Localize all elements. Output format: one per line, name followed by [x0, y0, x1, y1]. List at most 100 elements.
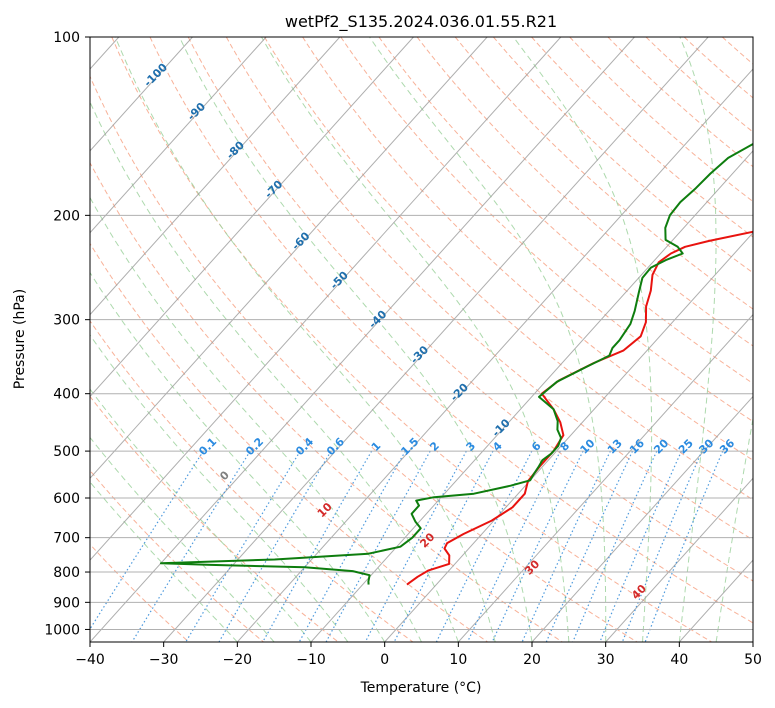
mixing-ratio-line: [435, 450, 533, 642]
mixing-ratio-line: [621, 450, 703, 642]
moist-adiabat: [90, 481, 238, 642]
isotherm-label: -50: [328, 268, 351, 291]
dry-adiabat: [607, 37, 753, 168]
isotherm-line: [531, 395, 753, 642]
x-tick-label: 0: [380, 652, 389, 668]
isotherm-label: -20: [448, 381, 471, 404]
dry-adiabat: [340, 37, 753, 423]
mixing-ratio-line: [298, 450, 406, 642]
mixing-ratio-line: [572, 450, 658, 642]
moist-adiabat: [752, 638, 753, 642]
dry-adiabat-label: 20: [417, 530, 437, 550]
isotherm-line: [163, 37, 709, 642]
dry-adiabat: [645, 37, 753, 133]
x-axis: −40 −30 −20 −10 0 10 20 30 40 50: [75, 642, 762, 668]
isotherm-line: [678, 559, 753, 642]
y-tick-label: 100: [53, 30, 80, 46]
mixing-ratio-line: [545, 450, 634, 642]
y-tick-label: 200: [53, 208, 80, 224]
profile-series: [159, 142, 753, 586]
isotherm-line: [90, 37, 562, 561]
y-tick-label: 1000: [44, 622, 80, 638]
dry-adiabat-label: 30: [522, 557, 542, 577]
y-tick-label: 800: [53, 565, 80, 581]
y-tick-label: 600: [53, 491, 80, 507]
dry-adiabat: [187, 37, 753, 582]
chart-title: wetPf2_S135.2024.036.01.55.R21: [285, 12, 557, 32]
dry-adiabat: [378, 37, 753, 385]
isopleth-labels: -100-90-80-70-60-50-40-30-20-100.1 0.2 0.4…: [141, 61, 737, 603]
moist-adiabat: [512, 37, 653, 642]
isotherm-line: [90, 37, 341, 316]
y-tick-label: 500: [53, 444, 80, 460]
mixing-ratio-label: 25: [676, 437, 696, 457]
mixing-ratio-line: [491, 450, 584, 642]
mixing-ratio-label: 0.2: [243, 435, 266, 458]
isotherm-line: [90, 37, 193, 152]
dry-adiabat: [454, 37, 753, 310]
isotherm-label: -100: [141, 61, 170, 90]
mixing-ratio-line: [466, 450, 561, 642]
x-tick-label: −30: [149, 652, 179, 668]
moist-adiabat: [90, 334, 349, 642]
moist-adiabat: [90, 388, 312, 642]
isotherm-label: -80: [224, 138, 247, 161]
y-tick-label: 300: [53, 313, 80, 329]
moist-adiabat: [90, 196, 422, 642]
x-tick-label: 10: [449, 652, 467, 668]
moist-adiabat: [261, 37, 570, 642]
mixing-ratio-label: 1.5: [398, 435, 421, 458]
x-tick-label: −40: [75, 652, 105, 668]
mixing-ratio-line: [364, 450, 467, 642]
dry-adiabat-label: 40: [629, 582, 649, 602]
mixing-ratio-line: [644, 450, 724, 642]
dry-adiabat: [90, 543, 190, 642]
dry-adiabat: [531, 37, 753, 238]
y-axis-title: Pressure (hPa): [12, 289, 28, 389]
dewpoint-profile: [159, 142, 753, 585]
isotherm-label: -30: [408, 343, 431, 366]
moist-adiabat: [715, 415, 753, 642]
x-axis-title: Temperature (°C): [360, 680, 482, 696]
isotherm-label: -10: [490, 416, 513, 439]
y-axis: 100 200 300 400 500 600 700 800 900 1000: [44, 30, 90, 638]
background-lines: [90, 37, 753, 642]
isotherm-line: [236, 68, 753, 642]
dry-adiabat: [90, 395, 339, 642]
mixing-ratio-line: [262, 450, 373, 642]
moist-adiabat: [90, 271, 386, 642]
isotherm-line: [384, 231, 753, 642]
dry-adiabat: [569, 37, 753, 203]
mixing-ratio-line: [521, 450, 611, 642]
dry-adiabat: [111, 37, 712, 642]
dry-adiabat: [90, 469, 264, 642]
dry-adiabat: [225, 37, 753, 541]
x-tick-label: 50: [744, 652, 762, 668]
isotherm-line: [457, 313, 753, 642]
dry-adiabat-label: 10: [315, 500, 335, 520]
isotherm-label: -60: [289, 229, 312, 252]
mixing-ratio-line: [599, 450, 682, 642]
pressure-gridlines: [90, 37, 753, 630]
isotherm-line: [90, 37, 267, 234]
dry-adiabat-label: 0: [217, 468, 232, 483]
mixing-ratio-label: 16: [627, 436, 647, 456]
isotherm-line: [90, 37, 488, 480]
dry-adiabat: [149, 37, 753, 624]
moist-adiabat: [678, 37, 717, 642]
isotherm-line: [605, 477, 753, 642]
mixing-ratio-line: [131, 450, 251, 642]
x-tick-label: −20: [223, 652, 253, 668]
temperature-profile: [406, 230, 753, 586]
mixing-ratio-line: [185, 450, 301, 642]
isotherm-line: [90, 37, 414, 398]
isotherm-label: -90: [185, 100, 208, 123]
y-tick-label: 400: [53, 387, 80, 403]
dry-adiabat: [683, 37, 753, 99]
y-tick-label: 900: [53, 595, 80, 611]
dry-adiabat: [416, 37, 753, 347]
dry-adiabat: [90, 320, 414, 642]
y-tick-label: 700: [53, 531, 80, 547]
moist-adiabat: [114, 37, 496, 642]
